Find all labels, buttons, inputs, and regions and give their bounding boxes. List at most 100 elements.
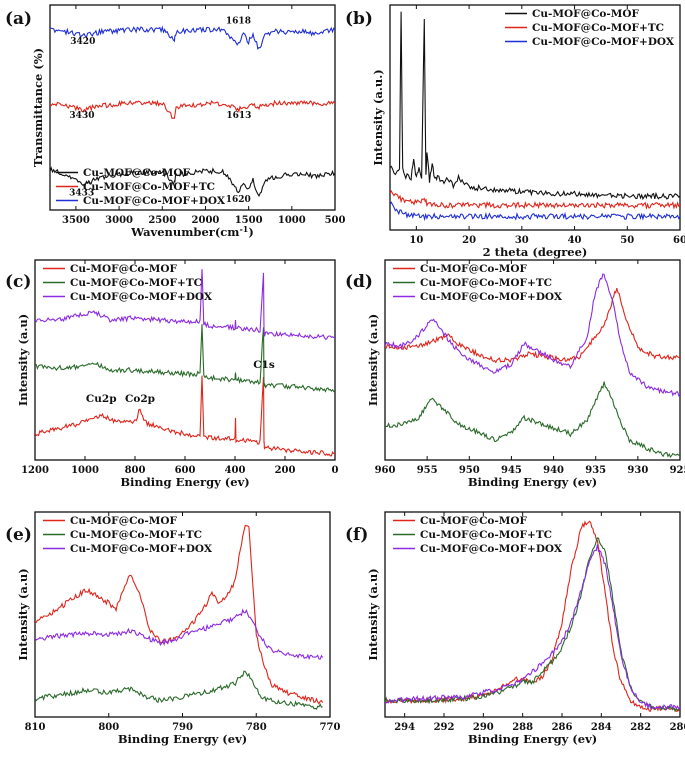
x-tick-label: 10 [409, 235, 423, 246]
plot-frame [389, 4, 681, 231]
peak-annotation: Co2p [125, 393, 155, 405]
x-tick-label: 292 [434, 722, 455, 733]
x-tick-label: 950 [459, 465, 480, 476]
x-tick-label: 790 [172, 722, 193, 733]
panel-b: 10 20 30 40 50 60 2 theta (degree) Intensity (a… [345, 4, 685, 259]
legend-label: Cu-MOF@Co-MOF [532, 8, 640, 20]
panel-e: 810 800 790 780 770 Binding Energy (ev) Intens… [5, 511, 341, 746]
x-tick-label: 60 [673, 235, 685, 246]
x-tick-label: 200 [275, 465, 296, 476]
x-tick-label: 935 [585, 465, 606, 476]
legend-label: Cu-MOF@Co-MOF+DOX [532, 36, 675, 48]
panel-f: 294 292 290 288 286 284 282 280 Binding Energy (… [345, 511, 685, 746]
legend-label: Cu-MOF@Co-MOF+TC [420, 277, 552, 289]
x-tick-label: 3000 [105, 215, 133, 226]
x-tick-label: 960 [375, 465, 396, 476]
peak-annotation: C1s [253, 359, 275, 371]
x-tick-label: 40 [568, 235, 582, 246]
x-axis-title: 2 theta (degree) [483, 245, 588, 259]
panel-letter: (e) [5, 525, 32, 545]
series-line [390, 201, 680, 222]
x-tick-label: 284 [591, 722, 612, 733]
x-axis-title: Binding Energy (ev) [468, 475, 597, 489]
x-tick-label: 770 [320, 722, 341, 733]
y-axis-title: Intensity (a.u.) [371, 69, 385, 165]
panel-c: 1200 1000 800 600 400 200 0 Binding Energy (ev)… [5, 259, 339, 489]
series-line [385, 537, 680, 713]
y-axis-title: Transmittance (%) [31, 48, 45, 167]
series-line [50, 99, 335, 119]
series-line [385, 381, 680, 459]
y-axis-title: Intensity (a.u) [366, 568, 380, 660]
peak-annotation: 1613 [226, 111, 251, 121]
legend-label: Cu-MOF@Co-MOF+DOX [420, 543, 563, 555]
x-tick-label: 1500 [235, 215, 263, 226]
x-axis-title: Binding Energy (ev) [468, 732, 597, 746]
x-tick-label: 955 [417, 465, 438, 476]
y-axis-title: Intensity (a.u) [366, 314, 380, 406]
peak-annotation: 1618 [226, 16, 251, 26]
legend-label: Cu-MOF@Co-MOF [70, 515, 178, 527]
panel-letter: (c) [5, 272, 31, 292]
legend-label: Cu-MOF@Co-MOF [83, 167, 191, 179]
series-line [35, 375, 335, 457]
series-line [390, 189, 680, 210]
series-line [50, 25, 335, 50]
peak-annotation: 3430 [69, 111, 94, 121]
series-line [50, 166, 335, 198]
x-tick-label: 294 [394, 722, 415, 733]
series-line [35, 324, 335, 393]
panel-a: 3500 3000 2500 2000 1500 1000 500 Wavenumber(cm… [5, 4, 346, 239]
x-tick-label: 3500 [62, 215, 90, 226]
x-tick-label: 400 [225, 465, 246, 476]
x-tick-label: 290 [473, 722, 494, 733]
series-line [385, 273, 680, 397]
legend-label: Cu-MOF@Co-MOF+DOX [70, 543, 213, 555]
legend-label: Cu-MOF@Co-MOF [70, 263, 178, 275]
x-tick-label: 0 [332, 465, 339, 476]
x-tick-label: 800 [125, 465, 146, 476]
legend-label: Cu-MOF@Co-MOF+TC [420, 529, 552, 541]
legend-label: Cu-MOF@Co-MOF+DOX [83, 195, 226, 207]
peak-annotation: 3420 [70, 37, 95, 47]
legend-label: Cu-MOF@Co-MOF [420, 263, 528, 275]
x-tick-label: 2000 [192, 215, 220, 226]
x-tick-label: 20 [462, 235, 476, 246]
legend-label: Cu-MOF@Co-MOF+TC [83, 181, 215, 193]
legend-label: Cu-MOF@Co-MOF [420, 515, 528, 527]
panel-letter: (b) [345, 9, 373, 29]
panel-letter: (d) [345, 272, 373, 292]
x-tick-label: 930 [627, 465, 648, 476]
x-tick-label: 1000 [278, 215, 306, 226]
peak-annotation: 3433 [69, 189, 94, 199]
panel-letter: (f) [345, 525, 368, 545]
plot-frame [34, 259, 336, 461]
y-axis-title: Intensity (a.u) [16, 314, 30, 406]
panel-letter: (a) [5, 9, 32, 29]
x-tick-label: 1000 [71, 465, 99, 476]
x-axis-title: Wavenumber(cm-1) [130, 224, 254, 239]
x-axis-title: Binding Energy (ev) [118, 732, 247, 746]
x-tick-label: 800 [98, 722, 119, 733]
plot-frame [384, 259, 681, 461]
x-tick-label: 286 [552, 722, 573, 733]
x-tick-label: 940 [543, 465, 564, 476]
x-tick-label: 810 [25, 722, 46, 733]
x-tick-label: 500 [325, 215, 346, 226]
series-line [385, 544, 680, 711]
legend-label: Cu-MOF@Co-MOF+TC [532, 22, 664, 34]
series-line [35, 670, 323, 710]
peak-annotation: 1620 [226, 195, 251, 205]
x-tick-label: 1200 [21, 465, 49, 476]
x-tick-label: 945 [501, 465, 522, 476]
x-tick-label: 50 [620, 235, 634, 246]
x-tick-label: 600 [175, 465, 196, 476]
x-axis-title: Binding Energy (ev) [120, 475, 249, 489]
x-tick-label: 280 [670, 722, 685, 733]
plot-frame [49, 4, 336, 211]
plot-frame [384, 511, 681, 718]
legend-label: Cu-MOF@Co-MOF+TC [70, 529, 202, 541]
x-tick-label: 2500 [148, 215, 176, 226]
legend-label: Cu-MOF@Co-MOF+DOX [70, 291, 213, 303]
